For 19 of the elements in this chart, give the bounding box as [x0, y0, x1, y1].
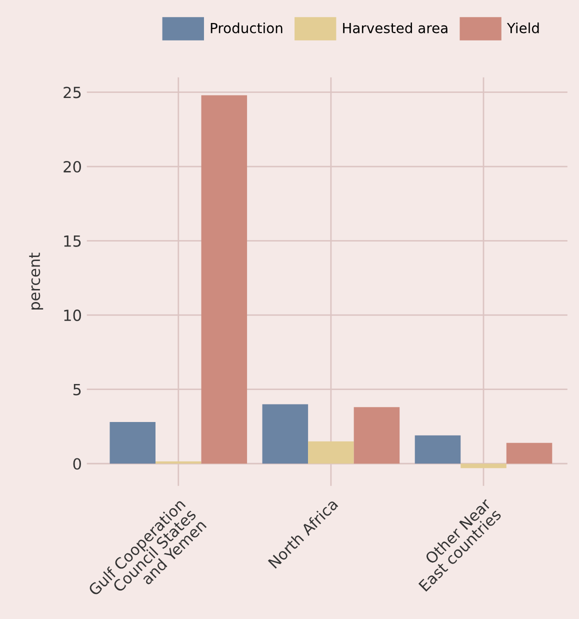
y-axis-title: percent [29, 252, 44, 310]
legend-label: Production [210, 22, 282, 34]
bar [201, 95, 248, 464]
y-tick-label: 10 [64, 310, 81, 322]
bar [354, 407, 400, 464]
y-tick-label: 15 [64, 235, 81, 247]
y-tick-label: 20 [64, 160, 81, 173]
legend-label: Harvested area [343, 22, 448, 34]
bar [308, 441, 354, 464]
bar [414, 435, 461, 464]
bar [156, 461, 202, 464]
bar [506, 442, 552, 464]
bar [110, 422, 156, 464]
y-tick-label: 5 [73, 384, 81, 396]
bar [460, 464, 506, 468]
y-tick-label: 0 [73, 458, 81, 470]
legend-label: Yield [506, 22, 539, 34]
bar [262, 404, 308, 464]
y-tick-label: 25 [64, 86, 81, 98]
